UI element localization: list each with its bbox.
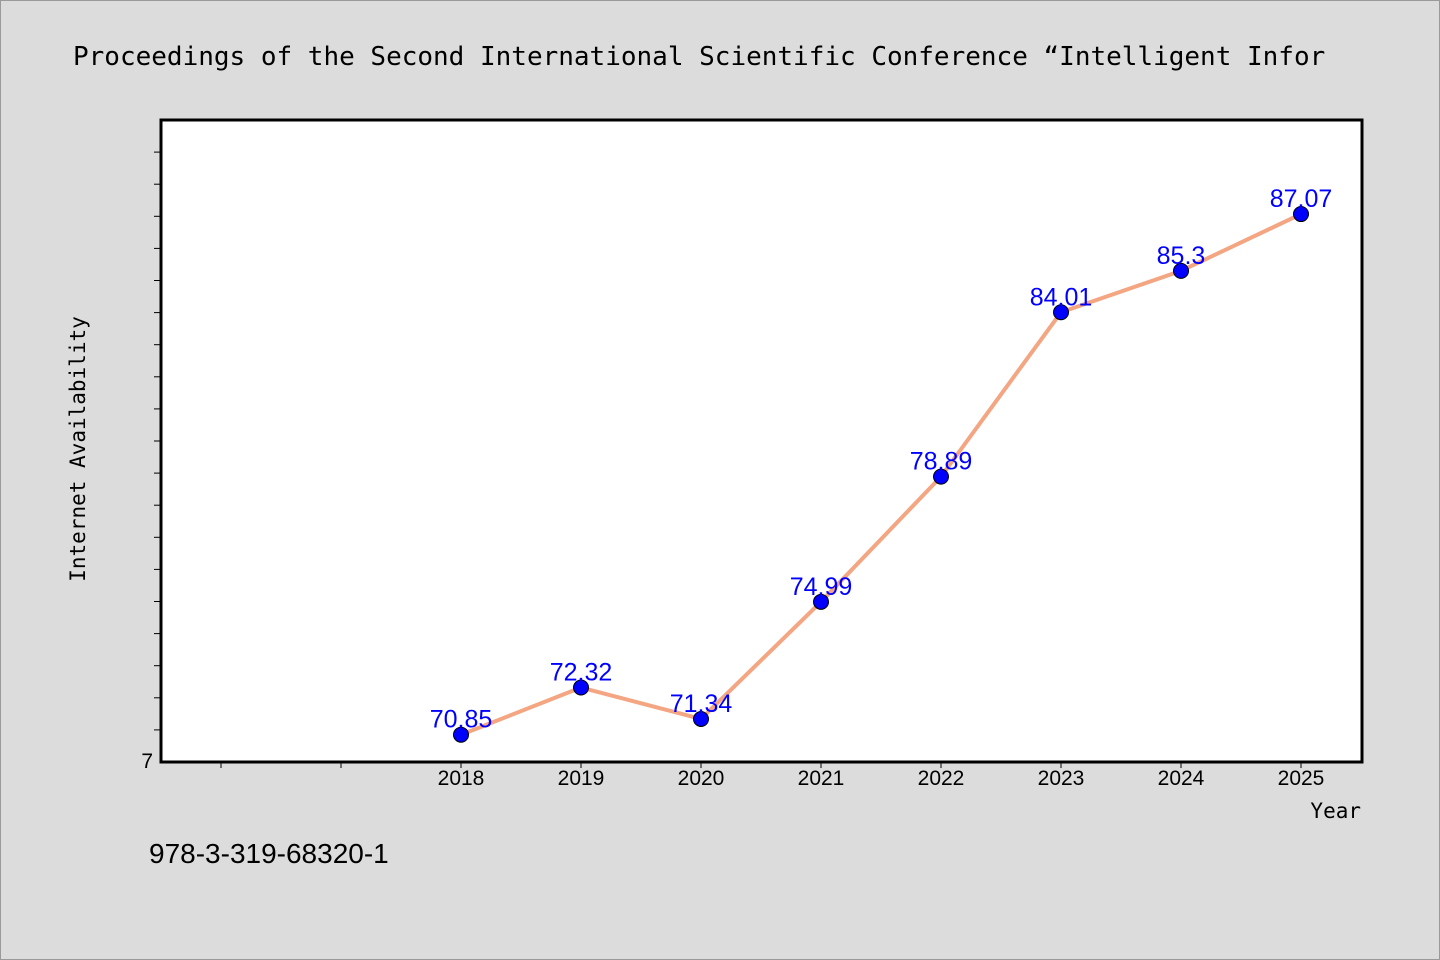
data-point <box>933 468 949 485</box>
x-tick-label: 2025 <box>1278 767 1325 790</box>
data-label: 71.34 <box>670 690 733 718</box>
x-tick-label: 2021 <box>798 767 845 790</box>
x-tick-label: 2020 <box>678 767 725 790</box>
data-point <box>1293 206 1309 223</box>
x-axis-label: Year <box>1310 799 1361 823</box>
data-label: 70.85 <box>430 706 493 734</box>
chart-header-title: Proceedings of the Second International … <box>73 42 1325 72</box>
series-line-layer <box>459 212 1303 737</box>
plot-area <box>161 120 1362 762</box>
data-label: 87.07 <box>1270 185 1333 213</box>
series-line <box>459 212 1303 737</box>
data-label: 84.01 <box>1030 283 1093 311</box>
x-tick-label: 2024 <box>1158 767 1205 790</box>
data-label: 74.99 <box>790 573 853 601</box>
data-point <box>1173 262 1189 279</box>
data-label-layer: 70.85 72.32 71.34 74.99 78.89 84.01 85.3 87.07 <box>430 185 1333 734</box>
y-axis-label: Internet Availability <box>66 316 90 582</box>
x-tick-label: 2019 <box>558 767 605 790</box>
data-label: 78.89 <box>910 448 973 476</box>
data-point <box>813 593 829 610</box>
x-tick-label: 2022 <box>918 767 965 790</box>
x-tick-label: 2023 <box>1038 767 1085 790</box>
data-point <box>573 679 589 696</box>
data-label: 72.32 <box>550 659 613 687</box>
plot-border <box>159 118 1364 764</box>
isbn-text: 978-3-319-68320-1 <box>149 838 389 869</box>
data-point <box>693 710 709 727</box>
series-marker-layer <box>453 206 1309 743</box>
y-tick-label: 7 <box>141 750 153 773</box>
data-label: 85.3 <box>1157 242 1206 270</box>
data-point <box>1053 304 1069 321</box>
data-point <box>453 726 469 743</box>
x-tick-label: 2018 <box>438 767 485 790</box>
